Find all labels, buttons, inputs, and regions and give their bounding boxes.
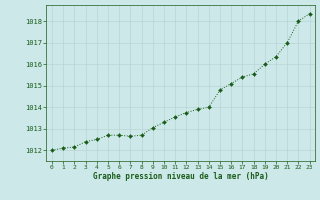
X-axis label: Graphe pression niveau de la mer (hPa): Graphe pression niveau de la mer (hPa) [93,172,269,181]
